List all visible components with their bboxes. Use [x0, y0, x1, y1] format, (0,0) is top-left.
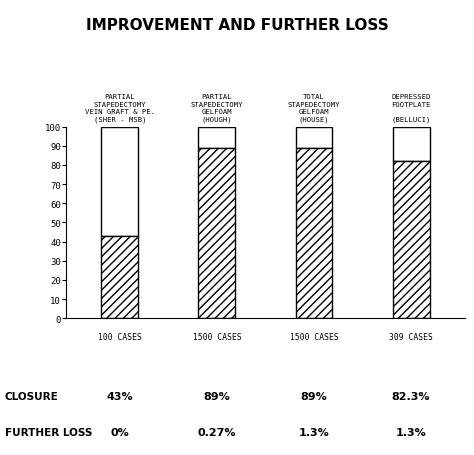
Bar: [199, 148, 235, 318]
Text: 100 CASES: 100 CASES: [98, 332, 142, 341]
Text: FURTHER LOSS: FURTHER LOSS: [5, 427, 92, 437]
Bar: [296, 127, 332, 148]
Bar: [392, 127, 429, 161]
Text: 0%: 0%: [110, 427, 129, 437]
Text: DEPRESSED
FOOTPLATE

(BELLUCI): DEPRESSED FOOTPLATE (BELLUCI): [392, 94, 431, 123]
Text: 82.3%: 82.3%: [392, 391, 430, 401]
Text: CLOSURE: CLOSURE: [5, 391, 58, 401]
Text: 1.3%: 1.3%: [299, 427, 329, 437]
Text: PARTIAL
STAPEDECTOMY
VEIN GRAFT & PE.
(SHER - MSB): PARTIAL STAPEDECTOMY VEIN GRAFT & PE. (S…: [85, 94, 155, 123]
Bar: [392, 161, 429, 318]
Text: 309 CASES: 309 CASES: [389, 332, 433, 341]
Bar: [296, 148, 332, 318]
Text: 89%: 89%: [301, 391, 328, 401]
Text: 1.3%: 1.3%: [396, 427, 427, 437]
Bar: [101, 236, 138, 318]
Text: PARTIAL
STAPEDECTOMY
GELFOAM
(HOUGH): PARTIAL STAPEDECTOMY GELFOAM (HOUGH): [191, 94, 243, 123]
Text: 0.27%: 0.27%: [198, 427, 236, 437]
Text: 1500 CASES: 1500 CASES: [192, 332, 241, 341]
Text: 89%: 89%: [203, 391, 230, 401]
Text: 1500 CASES: 1500 CASES: [290, 332, 338, 341]
Bar: [101, 127, 138, 236]
Text: TOTAL
STAPEDECTOMY
GELFOAM
(HOUSE): TOTAL STAPEDECTOMY GELFOAM (HOUSE): [288, 94, 340, 123]
Bar: [199, 127, 235, 148]
Text: IMPROVEMENT AND FURTHER LOSS: IMPROVEMENT AND FURTHER LOSS: [86, 18, 388, 33]
Text: 43%: 43%: [107, 391, 133, 401]
